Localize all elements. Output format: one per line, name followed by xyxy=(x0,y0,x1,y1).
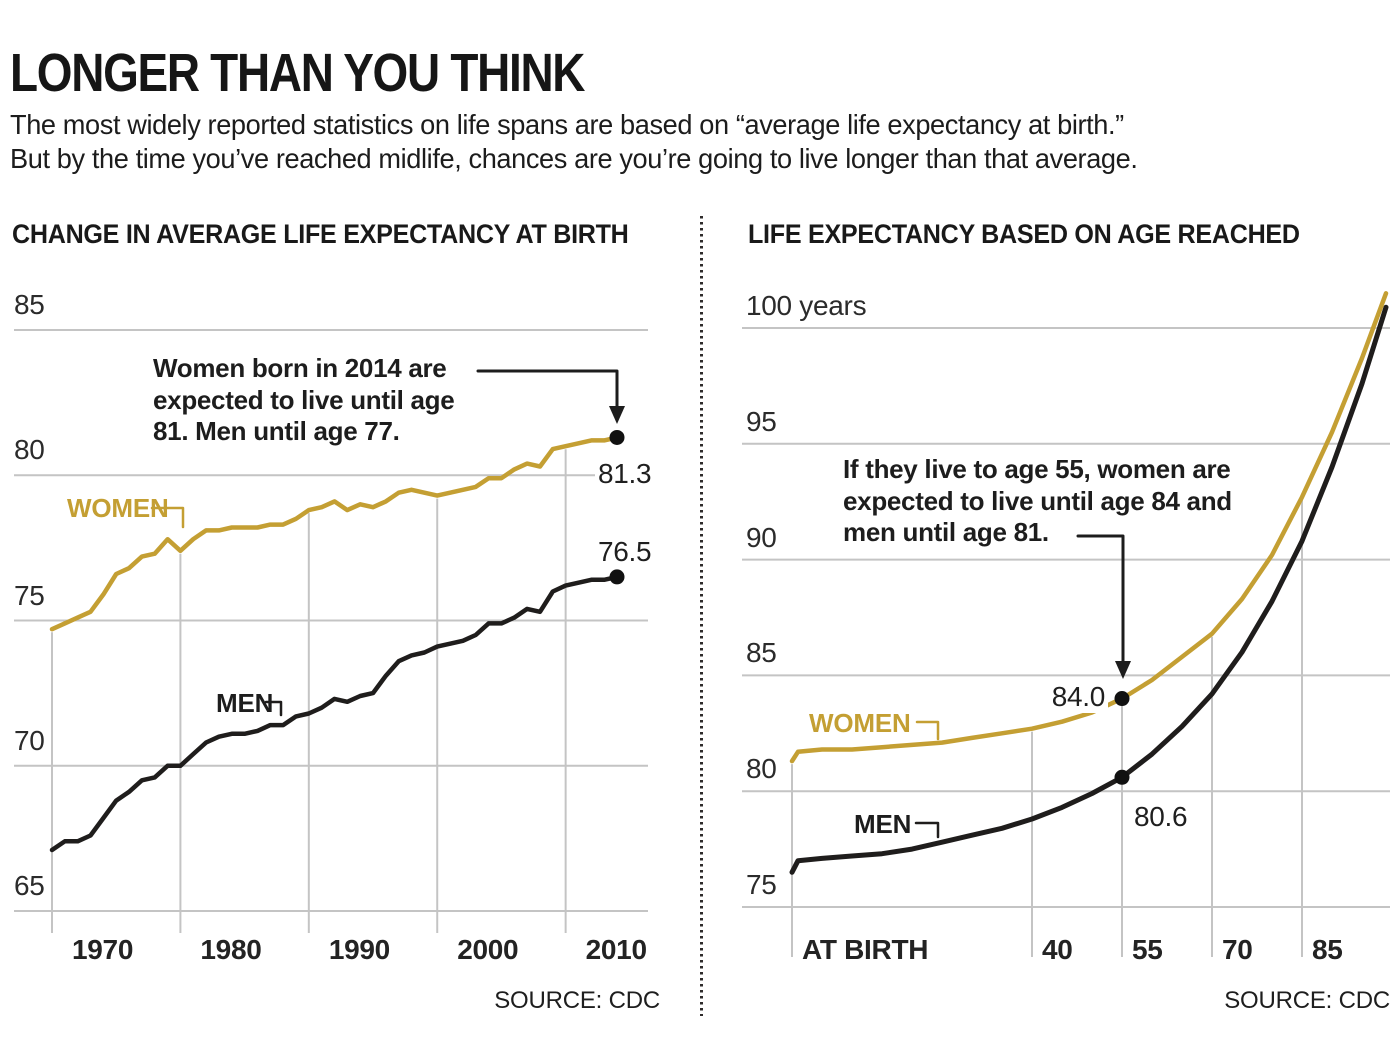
right-x-tick-label: AT BIRTH xyxy=(802,934,929,965)
left-men-end-dot xyxy=(609,569,625,585)
right-women-label: WOMEN xyxy=(809,708,911,738)
right-annotation-line-1: If they live to age 55, women are xyxy=(843,454,1231,484)
right-men-label: MEN xyxy=(854,809,912,839)
left-x-tick-label: 2000 xyxy=(457,934,519,965)
left-y-tick-label: 85 xyxy=(14,289,45,320)
right-x-tick-label: 70 xyxy=(1222,934,1253,965)
right-annotation-line-2: expected to live until age 84 and xyxy=(843,486,1232,516)
right-annotation-arrowhead xyxy=(1115,661,1131,679)
left-y-tick-label: 75 xyxy=(14,579,45,611)
right-women-line xyxy=(789,291,1389,764)
left-x-tick-label: 2010 xyxy=(585,934,647,965)
right-women-value: 84.0 xyxy=(1040,681,1108,713)
subtitle-line-2: But by the time you’ve reached midlife, … xyxy=(10,143,1138,174)
right-men-value: 80.6 xyxy=(1131,801,1191,833)
left-women-value: 81.3 xyxy=(595,458,655,490)
right-annotation-arrow xyxy=(1076,534,1125,664)
right-y-tick-label: 85 xyxy=(746,637,777,669)
right-chart-title: LIFE EXPECTANCY BASED ON AGE REACHED xyxy=(748,219,1300,249)
panel-divider xyxy=(700,216,703,1016)
left-y-tick-label: 70 xyxy=(14,724,45,756)
left-men-label: MEN xyxy=(216,688,274,718)
right-men-bracket xyxy=(914,821,940,839)
right-y-tick-label: 100 years xyxy=(746,290,867,321)
page-title: LONGER THAN YOU THINK xyxy=(10,43,585,103)
right-x-tick-label: 55 xyxy=(1132,934,1163,965)
right-y-tick-label: 80 xyxy=(746,753,777,785)
left-men-line xyxy=(49,574,620,853)
left-women-end-dot xyxy=(609,429,625,445)
left-annotation-line-2: expected to live until age xyxy=(153,385,455,415)
left-x-tick-label: 1980 xyxy=(200,934,262,965)
right-women-bracket xyxy=(915,720,940,741)
right-men-highlight-dot xyxy=(1114,769,1130,785)
right-annotation-line-3: men until age 81. xyxy=(843,517,1049,547)
left-annotation-line-1: Women born in 2014 are xyxy=(153,353,447,383)
left-annotation-line-3: 81. Men until age 77. xyxy=(153,416,400,446)
left-women-line xyxy=(49,435,620,632)
left-source: SOURCE: CDC xyxy=(494,987,660,1014)
left-y-tick-label: 80 xyxy=(14,434,45,466)
left-annotation-arrow xyxy=(476,369,619,409)
left-x-tick-label: 1970 xyxy=(72,934,134,965)
left-y-tick-label: 65 xyxy=(14,870,45,901)
subtitle-line-1: The most widely reported statistics on l… xyxy=(10,109,1124,140)
right-men-line xyxy=(789,304,1389,875)
right-x-tick-label: 40 xyxy=(1042,934,1073,965)
right-x-tick-label: 85 xyxy=(1312,934,1343,965)
left-men-bracket xyxy=(264,700,283,717)
left-women-label: WOMEN xyxy=(67,493,169,523)
right-source: SOURCE: CDC xyxy=(1224,987,1390,1014)
right-y-tick-label: 90 xyxy=(746,521,777,553)
right-y-tick-label: 95 xyxy=(746,405,777,437)
right-women-highlight-dot xyxy=(1114,691,1130,707)
right-y-tick-label: 75 xyxy=(746,869,777,900)
left-annotation-arrowhead xyxy=(609,406,625,424)
left-women-bracket xyxy=(150,506,185,529)
left-x-tick-label: 1990 xyxy=(328,934,390,965)
left-men-value: 76.5 xyxy=(595,536,655,568)
left-chart-title: CHANGE IN AVERAGE LIFE EXPECTANCY AT BIR… xyxy=(12,219,629,249)
